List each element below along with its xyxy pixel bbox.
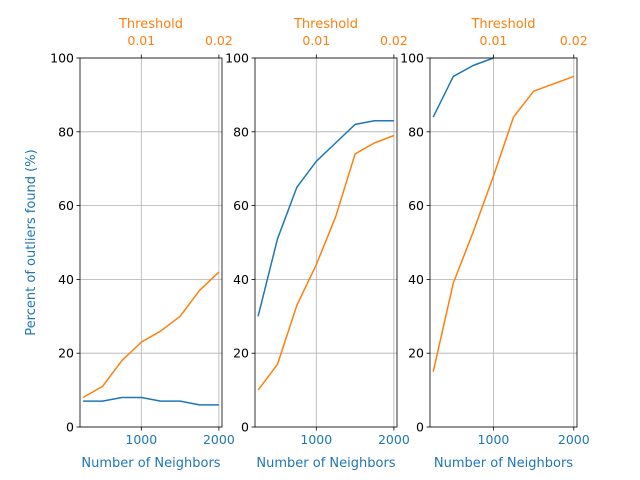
y-tick-label: 80 xyxy=(58,124,74,139)
series-line-threshold xyxy=(257,134,395,391)
x-tick-label: 2000 xyxy=(203,432,235,447)
y-tick-label: 20 xyxy=(408,346,424,361)
top-x-tick-label: 0.01 xyxy=(480,33,508,48)
y-axis-label: Percent of outliers found (%) xyxy=(24,149,39,335)
y-tick-label: 60 xyxy=(58,198,74,213)
x-tick-label: 2000 xyxy=(558,432,590,447)
y-tick-label: 40 xyxy=(58,272,74,287)
y-tick-label: 0 xyxy=(241,420,249,435)
y-tick-label: 60 xyxy=(408,198,424,213)
x-tick-label: 2000 xyxy=(378,432,410,447)
y-tick-label: 100 xyxy=(225,51,249,66)
top-x-tick-label: 0.02 xyxy=(560,33,588,48)
y-tick-label: 60 xyxy=(233,198,249,213)
y-tick-label: 0 xyxy=(416,420,424,435)
series-line-threshold xyxy=(82,271,220,399)
panel-3 xyxy=(426,54,578,431)
panel-2 xyxy=(251,54,398,431)
x-tick-label: 1000 xyxy=(478,432,510,447)
y-tick-label: 0 xyxy=(66,420,74,435)
y-tick-label: 40 xyxy=(233,272,249,287)
series-line-threshold xyxy=(432,75,575,372)
y-tick-label: 40 xyxy=(408,272,424,287)
axes-frame xyxy=(429,57,578,428)
panel-1 xyxy=(76,54,223,431)
x-tick-label: 1000 xyxy=(300,432,332,447)
y-tick-label: 80 xyxy=(233,124,249,139)
series-line-neighbors xyxy=(83,396,219,406)
top-axis-label: Threshold xyxy=(470,17,535,32)
series-line-neighbors xyxy=(432,57,494,118)
top-x-tick-label: 0.02 xyxy=(380,33,408,48)
y-tick-label: 20 xyxy=(58,346,74,361)
x-axis-label: Number of Neighbors xyxy=(434,456,573,471)
top-x-tick-label: 0.01 xyxy=(302,33,330,48)
top-x-tick-label: 0.02 xyxy=(205,33,233,48)
x-axis-label: Number of Neighbors xyxy=(256,456,395,471)
top-x-tick-label: 0.01 xyxy=(127,33,155,48)
series-line-neighbors xyxy=(257,119,394,317)
axes-frame xyxy=(79,57,223,428)
x-tick-label: 1000 xyxy=(125,432,157,447)
top-axis-label: Threshold xyxy=(118,17,183,32)
y-tick-label: 20 xyxy=(233,346,249,361)
y-tick-label: 100 xyxy=(50,51,74,66)
x-axis-label: Number of Neighbors xyxy=(81,456,220,471)
top-axis-label: Threshold xyxy=(293,17,358,32)
axes-frame xyxy=(254,57,398,428)
y-tick-label: 100 xyxy=(400,51,424,66)
y-tick-label: 80 xyxy=(408,124,424,139)
